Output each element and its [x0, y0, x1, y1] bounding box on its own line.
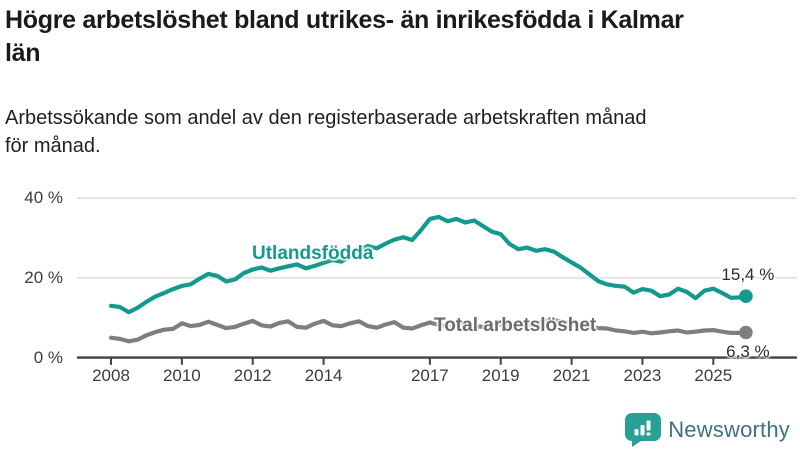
exclamation-dot — [646, 432, 651, 436]
bar-1 — [634, 429, 639, 436]
x-tick-label: 2023 — [623, 366, 662, 385]
chart-subtitle: Arbetssökande som andel av den registerb… — [5, 107, 647, 157]
x-tick-label: 2025 — [694, 366, 733, 385]
x-tick-label: 2021 — [552, 366, 591, 385]
x-tick-label: 2014 — [304, 366, 343, 385]
chart-title: Högre arbetslöshet bland utrikes- än inr… — [5, 6, 684, 67]
series-label-total-arbetsloshet: Total arbetslöshet — [434, 315, 597, 336]
y-tick-label: 40 % — [24, 188, 63, 208]
x-tick-label: 2012 — [233, 366, 272, 385]
end-value-utlandsfodda: 15,4 % — [721, 264, 775, 284]
newsworthy-icon — [625, 413, 662, 447]
x-tick-label: 2019 — [481, 366, 520, 385]
newsworthy-logo: Newsworthy — [624, 412, 790, 447]
x-tick-label: 2008 — [92, 366, 130, 385]
series-label-utlandsfodda: Utlandsfödda — [252, 243, 374, 264]
bar-2 — [640, 425, 645, 436]
x-tick-label: 2010 — [162, 366, 201, 385]
end-value-total: 6,3 % — [726, 342, 770, 362]
y-tick-label: 0 % — [33, 347, 63, 367]
x-tick-label: 2017 — [410, 366, 449, 385]
y-tick-label: 20 % — [24, 267, 63, 287]
exclamation-bar — [646, 420, 651, 431]
newsworthy-wordmark: Newsworthy — [668, 416, 790, 442]
